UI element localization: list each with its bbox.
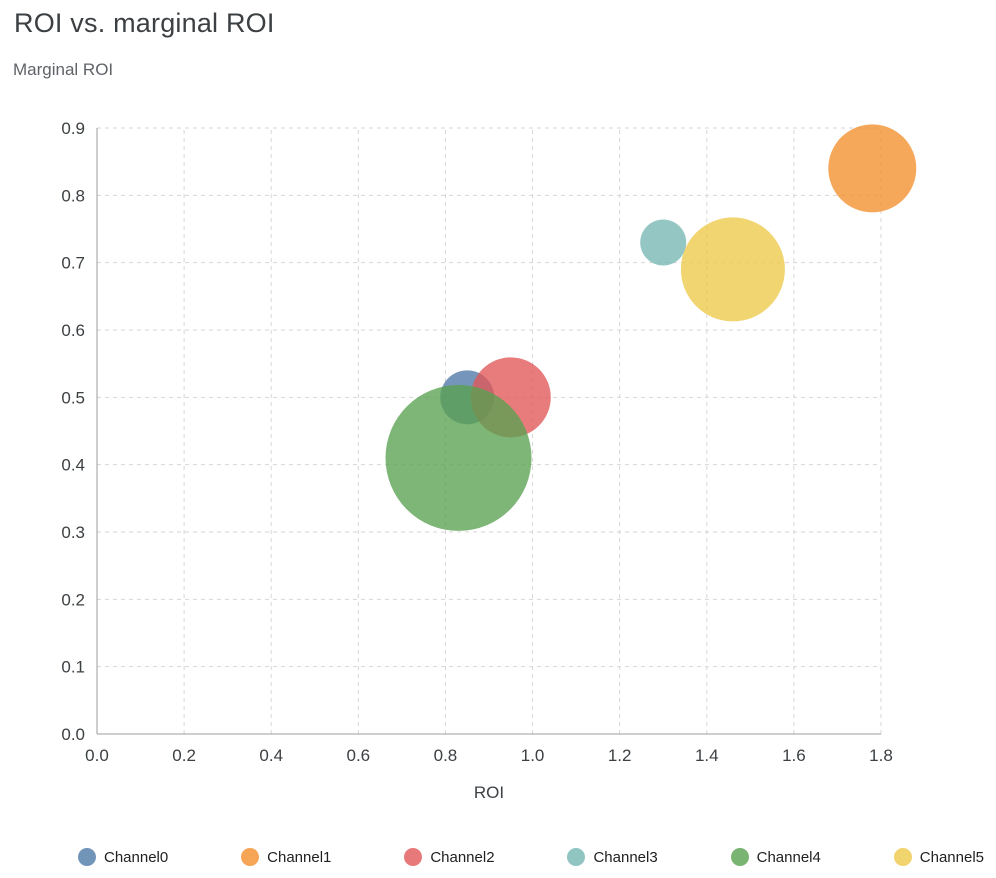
legend: Channel0 Channel1 Channel2 Channel3 Channel4… [78,844,984,870]
legend-label: Channel2 [430,848,495,866]
y-tick-label: 0.0 [61,725,85,744]
y-tick-label: 0.6 [61,321,85,340]
y-tick-label: 0.1 [61,658,85,677]
legend-dot-channel0 [78,848,96,866]
y-tick-label: 0.4 [61,456,85,475]
legend-item-channel0[interactable]: Channel0 [78,848,168,866]
chart-title: ROI vs. marginal ROI [14,8,275,38]
legend-item-channel4[interactable]: Channel4 [730,848,821,866]
x-tick-label: 0.4 [259,746,283,765]
y-tick-label: 0.3 [61,523,85,542]
legend-item-channel1[interactable]: Channel1 [241,848,331,866]
bubble-chart: 0.0 0.2 0.4 0.6 0.8 1.0 1.2 1.4 1.6 1.8 0.0 0.1 0.2 0… [61,119,917,802]
legend-item-channel5[interactable]: Channel5 [893,848,984,866]
legend-dot-channel3 [567,848,586,866]
legend-dot-channel1 [241,848,260,866]
legend-label: Channel5 [919,848,984,866]
legend-item-channel2[interactable]: Channel2 [404,848,495,866]
legend-item-channel3[interactable]: Channel3 [567,848,658,866]
bubble-channel5[interactable] [680,217,785,322]
legend-dot-channel2 [404,848,423,866]
y-axis-caption: Marginal ROI [13,60,114,79]
x-tick-label: 1.2 [608,746,632,765]
x-tick-label: 0.2 [172,746,196,765]
legend-label: Channel1 [267,848,332,866]
bubble-channel3[interactable] [640,219,687,266]
y-tick-label: 0.2 [61,590,85,609]
legend-label: Channel0 [104,848,169,866]
x-tick-label: 1.6 [782,746,806,765]
bubbles [385,124,917,531]
y-tick-label: 0.7 [61,254,85,273]
tick-labels: 0.0 0.2 0.4 0.6 0.8 1.0 1.2 1.4 1.6 1.8 0.0 0.1 0.2 0… [61,119,892,765]
x-tick-label: 0.0 [85,746,109,765]
legend-label: Channel3 [593,848,658,866]
x-tick-label: 0.8 [434,746,458,765]
x-tick-label: 0.6 [347,746,371,765]
y-tick-label: 0.5 [61,388,85,407]
y-tick-label: 0.9 [61,119,85,138]
y-tick-label: 0.8 [61,186,85,205]
legend-label: Channel4 [756,848,821,866]
bubble-channel1[interactable] [828,124,917,213]
x-tick-label: 1.8 [869,746,893,765]
x-tick-label: 1.0 [521,746,545,765]
bubble-channel4[interactable] [385,384,532,531]
legend-dot-channel4 [730,848,749,866]
x-axis-label: ROI [474,783,504,802]
x-tick-label: 1.4 [695,746,719,765]
legend-dot-channel5 [893,848,912,866]
